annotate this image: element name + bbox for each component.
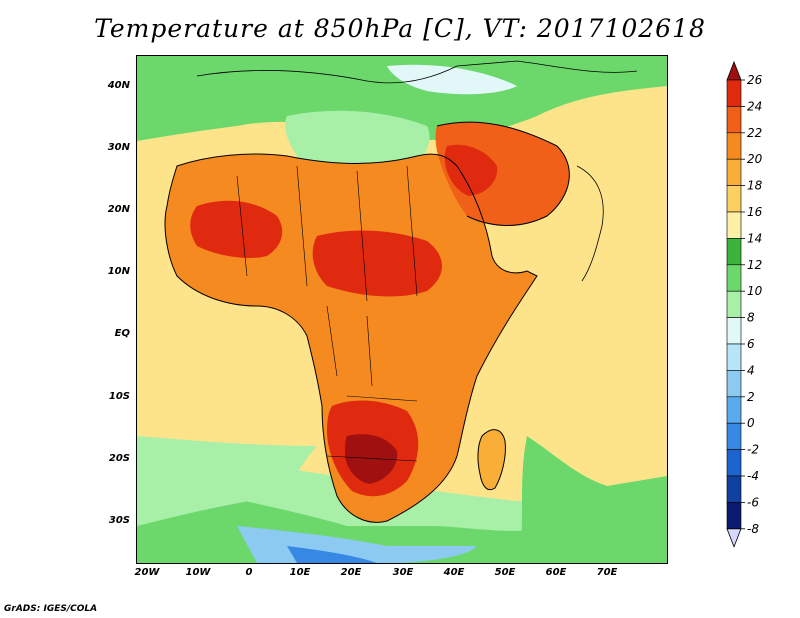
lon-label-20w: 20W bbox=[134, 567, 160, 578]
africa-coastline bbox=[164, 153, 538, 523]
legend-swatch bbox=[726, 132, 742, 160]
legend-label: 20 bbox=[747, 152, 763, 166]
legend-swatch bbox=[726, 422, 742, 450]
legend-label: 2 bbox=[747, 390, 755, 404]
india-coastline bbox=[576, 165, 604, 282]
lon-label-60e: 60E bbox=[545, 567, 567, 578]
lat-label-40n: 40N bbox=[107, 80, 130, 91]
lon-label-10e: 10E bbox=[289, 567, 311, 578]
south-cold-core bbox=[287, 546, 377, 563]
lat-label-20s: 20S bbox=[108, 453, 130, 464]
legend-label: 22 bbox=[747, 126, 762, 140]
madagascar bbox=[477, 429, 506, 490]
legend-label: 18 bbox=[747, 179, 763, 193]
map-title: Temperature at 850hPa [C], VT: 201710261… bbox=[94, 14, 706, 43]
legend-swatch bbox=[726, 449, 742, 477]
legend-label: 4 bbox=[747, 363, 755, 377]
europe-coastline bbox=[196, 60, 638, 84]
legend-label: 26 bbox=[747, 73, 763, 87]
legend-swatch bbox=[726, 475, 742, 503]
legend-label: -2 bbox=[747, 443, 759, 457]
lon-label-50e: 50E bbox=[494, 567, 516, 578]
legend-swatch bbox=[726, 502, 742, 530]
legend-label: 24 bbox=[747, 99, 762, 113]
atlantic-cool bbox=[137, 436, 317, 526]
lat-label-eq: EQ bbox=[114, 328, 130, 339]
legend-swatch bbox=[726, 238, 742, 266]
legend-label: 6 bbox=[747, 337, 755, 351]
arabia-core bbox=[444, 144, 498, 196]
lon-label-40e: 40E bbox=[443, 567, 465, 578]
legend-swatch bbox=[726, 79, 742, 107]
legend-swatch bbox=[726, 370, 742, 398]
legend-label: -8 bbox=[747, 522, 759, 536]
southern-africa-core bbox=[345, 434, 398, 484]
legend-label: 0 bbox=[747, 416, 755, 430]
med-cool bbox=[387, 64, 517, 95]
temperature-map bbox=[136, 55, 668, 564]
legend-arrow-bottom bbox=[726, 528, 742, 548]
lat-label-30s: 30S bbox=[108, 515, 130, 526]
west-sahara-hot bbox=[190, 200, 283, 258]
legend-swatch bbox=[726, 290, 742, 318]
lat-label-20n: 20N bbox=[107, 204, 130, 215]
indian-ocean-cool bbox=[517, 436, 667, 563]
lat-label-10n: 10N bbox=[107, 266, 130, 277]
grads-credit: GrADS: IGES/COLA bbox=[4, 604, 98, 614]
legend-swatch bbox=[726, 264, 742, 292]
legend-label: 16 bbox=[747, 205, 763, 219]
country-borders bbox=[236, 165, 418, 462]
sahel-hot bbox=[312, 230, 442, 297]
map-canvas bbox=[137, 56, 667, 563]
legend-swatch bbox=[726, 396, 742, 424]
legend-label: 8 bbox=[747, 311, 755, 325]
lat-label-30n: 30N bbox=[107, 142, 130, 153]
lon-label-20e: 20E bbox=[340, 567, 362, 578]
north-cool bbox=[137, 56, 667, 141]
legend-swatch bbox=[726, 317, 742, 345]
legend-label: 14 bbox=[747, 231, 762, 245]
lon-label-30e: 30E bbox=[392, 567, 414, 578]
legend-swatch bbox=[726, 185, 742, 213]
madagascar-coastline bbox=[477, 429, 506, 491]
legend-label: 10 bbox=[747, 284, 763, 298]
lon-label-0: 0 bbox=[245, 567, 253, 578]
legend-swatch bbox=[726, 158, 742, 186]
legend-arrow-top bbox=[726, 60, 742, 81]
lat-label-10s: 10S bbox=[108, 391, 130, 402]
legend-swatch bbox=[726, 106, 742, 134]
legend-label: 12 bbox=[747, 258, 762, 272]
lon-label-70e: 70E bbox=[596, 567, 618, 578]
legend-label: -4 bbox=[747, 469, 759, 483]
lon-label-10w: 10W bbox=[185, 567, 211, 578]
arabia-coastline bbox=[436, 121, 570, 226]
legend-swatch bbox=[726, 211, 742, 239]
legend-swatch bbox=[726, 343, 742, 371]
legend-label: -6 bbox=[747, 495, 759, 509]
